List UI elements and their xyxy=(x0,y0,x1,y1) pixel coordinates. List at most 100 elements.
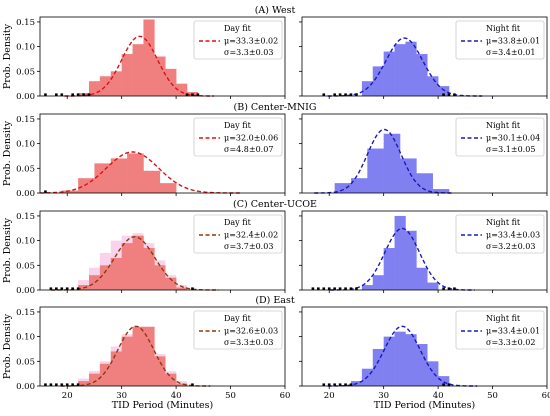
gaussian-fit-line xyxy=(330,227,475,291)
legend-box xyxy=(193,310,283,350)
histogram-bar xyxy=(154,56,166,96)
legend: Night fit μ=30.1±0.04 σ=3.1±0.05 xyxy=(455,117,545,157)
legend: Day fit μ=33.3±0.02 σ=3.3±0.03 xyxy=(193,20,283,60)
legend: Day fit μ=32.0±0.06 σ=4.8±0.07 xyxy=(193,117,283,157)
gaussian-fit-line xyxy=(314,128,454,194)
y-tick-label: 0.05 xyxy=(16,67,35,77)
data-point-marker xyxy=(355,93,358,96)
data-point-marker xyxy=(322,383,326,386)
histogram-bar xyxy=(394,331,406,386)
data-point-marker xyxy=(55,383,58,386)
y-tick-label: 0.05 xyxy=(16,357,35,367)
axes-frame xyxy=(301,113,548,194)
axes-frame xyxy=(301,306,548,387)
histogram-bar xyxy=(400,158,417,193)
x-tick-label: 30 xyxy=(378,391,389,401)
histogram-bar xyxy=(127,153,144,193)
data-point-marker xyxy=(442,383,445,386)
y-tick-label: 0.00 xyxy=(16,92,35,102)
data-point-marker xyxy=(349,93,353,96)
legend-mu: μ=30.1±0.04 xyxy=(486,134,540,143)
data-point-marker xyxy=(442,93,445,96)
y-axis-label: Prob. Density xyxy=(2,120,13,186)
data-point-marker xyxy=(344,93,347,96)
data-point-marker xyxy=(317,287,320,290)
legend-box xyxy=(193,20,283,60)
legend-sigma: σ=3.7±0.03 xyxy=(224,242,273,251)
histogram-bar xyxy=(110,71,122,96)
legend-box xyxy=(455,214,545,254)
data-point-marker xyxy=(327,383,331,386)
legend-sigma: σ=3.3±0.02 xyxy=(486,338,535,347)
histogram-bar xyxy=(61,190,79,193)
histogram-bar xyxy=(405,334,417,386)
axes-frame xyxy=(39,210,286,291)
panel-2-1: Night fit μ=33.4±0.03 σ=3.2±0.03 xyxy=(299,210,548,293)
histogram-bar xyxy=(334,183,352,193)
legend-mu: μ=33.4±0.01 xyxy=(486,327,540,336)
legend: Day fit μ=32.4±0.02 σ=3.7±0.03 xyxy=(193,214,283,254)
gaussian-fit-line xyxy=(60,325,211,387)
histogram-bar xyxy=(110,158,128,193)
legend-title: Day fit xyxy=(224,121,252,130)
data-point-marker xyxy=(349,383,353,386)
data-point-marker xyxy=(447,287,451,290)
y-tick-label: 0.00 xyxy=(16,189,35,199)
panel-title: (C) Center-UCOE xyxy=(233,199,317,210)
axes-frame xyxy=(301,16,548,97)
histogram-bar xyxy=(143,19,155,96)
histogram-bar xyxy=(110,257,122,290)
histogram-bar xyxy=(143,326,155,386)
histogram-bar xyxy=(416,344,428,386)
histogram-bar xyxy=(361,285,374,290)
x-tick-label: 60 xyxy=(280,391,291,401)
y-tick-label: 0.15 xyxy=(16,18,35,28)
axes-frame xyxy=(39,113,286,194)
histogram-bar xyxy=(416,267,428,290)
data-point-marker xyxy=(55,93,58,96)
histogram-bar xyxy=(372,348,384,386)
legend-title: Night fit xyxy=(486,121,521,130)
gaussian-fit-line xyxy=(327,37,483,97)
data-point-marker xyxy=(311,287,315,290)
histogram-bar xyxy=(176,383,188,386)
panel-title: (B) Center-MNIG xyxy=(234,102,317,113)
histogram-bar xyxy=(121,336,133,386)
histogram-bar xyxy=(110,351,122,386)
data-point-marker xyxy=(191,287,194,290)
data-point-marker xyxy=(76,93,80,96)
panel-3-1: 20 30 40 50 60 TID Period (Minutes) Night fit μ… xyxy=(299,306,550,411)
data-point-marker xyxy=(60,93,64,96)
legend-mu: μ=33.4±0.03 xyxy=(486,231,540,240)
data-point-marker xyxy=(44,93,47,96)
legend-mu: μ=33.8±0.01 xyxy=(486,37,540,46)
y-tick-label: 0.15 xyxy=(16,115,35,125)
y-tick-label: 0.10 xyxy=(16,140,35,150)
x-tick-label: 50 xyxy=(487,391,498,401)
x-tick-label: 50 xyxy=(225,391,236,401)
x-axis-label: TID Period (Minutes) xyxy=(112,400,213,411)
data-point-marker xyxy=(87,93,91,96)
y-axis-label: Prob. Density xyxy=(2,313,13,379)
data-point-marker xyxy=(453,93,456,96)
histogram-bar xyxy=(176,83,188,96)
axes-frame xyxy=(301,210,548,291)
data-point-marker xyxy=(344,287,347,290)
histogram-bar xyxy=(121,243,133,290)
data-point-marker xyxy=(338,93,342,96)
data-point-marker xyxy=(49,287,53,290)
histogram-bar xyxy=(405,230,417,290)
histogram-bar xyxy=(165,373,177,386)
histogram-bar xyxy=(132,326,144,386)
data-point-marker xyxy=(65,287,69,290)
legend-title: Day fit xyxy=(224,218,252,227)
y-tick-label: 0.10 xyxy=(16,333,35,343)
data-point-marker xyxy=(76,287,80,290)
legend-mu: μ=32.6±0.03 xyxy=(224,327,278,336)
data-point-marker xyxy=(447,383,451,386)
gaussian-fit-line xyxy=(40,151,243,194)
histogram-bar xyxy=(99,265,112,290)
x-axis-label: TID Period (Minutes) xyxy=(374,400,475,411)
y-tick-label: 0.10 xyxy=(16,43,35,53)
